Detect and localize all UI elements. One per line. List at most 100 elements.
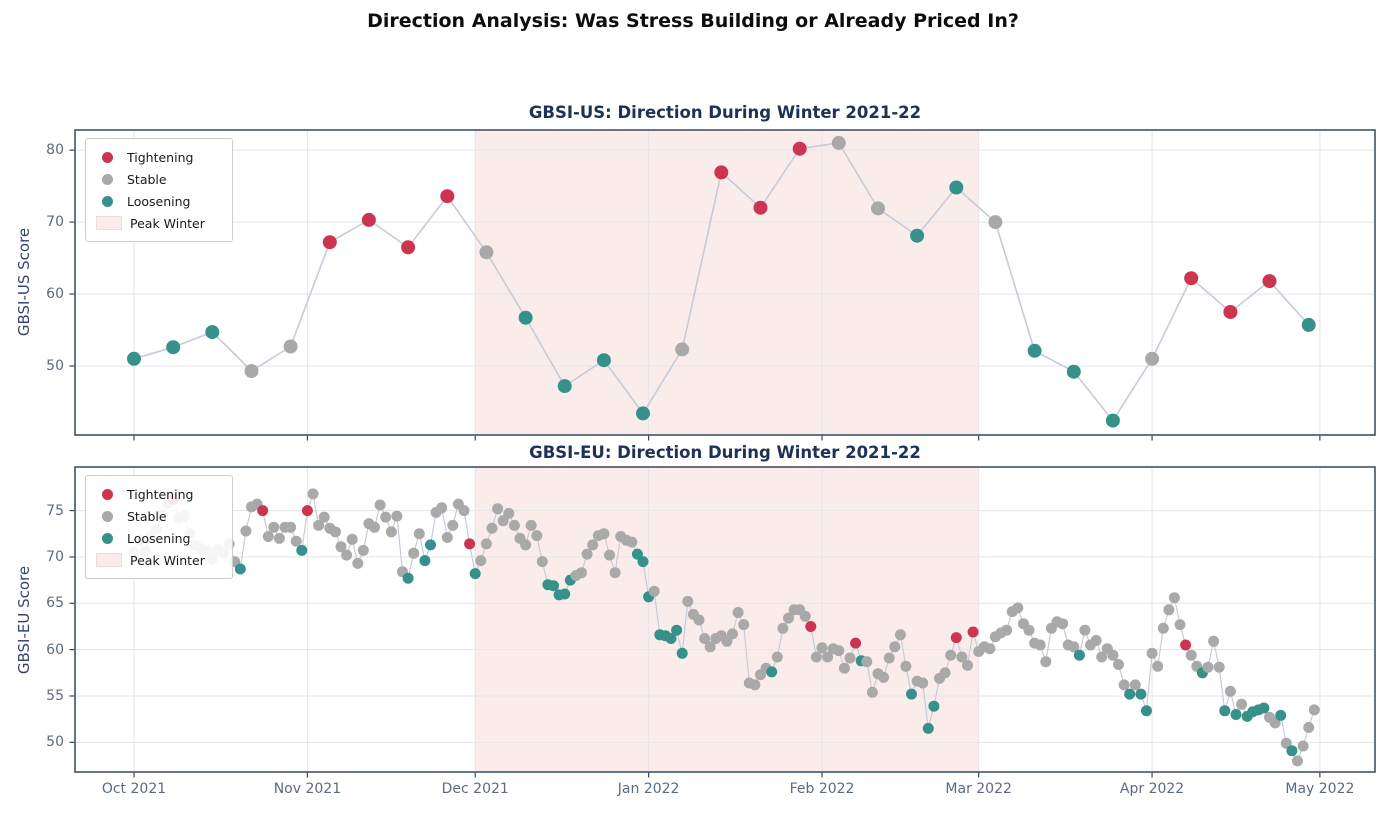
eu-data-point-stable (240, 525, 252, 537)
us-data-point-tightening (322, 235, 337, 250)
main-title: Direction Analysis: Was Stress Building … (367, 10, 1019, 32)
eu-data-point-stable (1297, 740, 1309, 752)
us-data-point-tightening (792, 141, 807, 156)
eu-data-point-stable (1090, 634, 1102, 646)
eu-data-point-stable (520, 539, 532, 551)
eu-data-point-stable (352, 557, 364, 569)
eu-data-point-stable (1152, 660, 1164, 672)
eu-data-point-stable (357, 544, 369, 556)
us-data-point-tightening (753, 200, 768, 215)
eu-data-point-stable (732, 607, 744, 618)
us-data-point-loosening (1027, 343, 1042, 358)
eu-data-point-stable (810, 651, 822, 663)
eu-data-point-loosening (559, 588, 571, 600)
eu-data-point-stable (777, 622, 789, 634)
us-data-point-stable (988, 215, 1003, 230)
x-tick-label: Oct 2021 (101, 781, 167, 797)
legend-item-loosening: Loosening (96, 527, 224, 549)
eu-data-point-stable (699, 633, 711, 644)
eu-data-point-loosening (1073, 649, 1085, 661)
eu-data-point-loosening (928, 700, 940, 712)
eu-data-point-stable (727, 628, 738, 640)
eu-data-point-stable (945, 649, 957, 661)
us-data-point-loosening (636, 406, 650, 421)
legend-item-peak-winter: Peak Winter (96, 549, 224, 571)
x-tick-label: Apr 2022 (1119, 781, 1185, 797)
eu-data-point-stable (1113, 659, 1124, 670)
eu-data-point-stable (273, 532, 285, 544)
us-data-point-stable (871, 201, 885, 216)
eu-data-point-loosening (665, 633, 677, 644)
us-data-point-tightening (440, 189, 455, 204)
eu-data-point-stable (268, 521, 280, 533)
eu-data-point-stable (369, 521, 380, 533)
peak-winter-swatch-icon (96, 216, 122, 230)
eu-data-point-loosening (1141, 705, 1152, 717)
eu-data-point-loosening (1230, 709, 1242, 720)
eu-data-point-stable (1185, 649, 1197, 661)
eu-data-point-stable (536, 556, 548, 568)
us-data-point-loosening (949, 180, 964, 195)
us-y-tick-label: 70 (46, 214, 64, 231)
eu-data-point-stable (413, 528, 425, 540)
eu-data-point-stable (341, 549, 353, 561)
eu-data-point-stable (329, 526, 341, 538)
eu-y-tick-label: 55 (46, 687, 64, 704)
eu-data-point-stable (749, 679, 761, 691)
legend-label: Peak Winter (130, 215, 205, 231)
eu-data-point-stable (889, 641, 901, 653)
loosening-dot-icon (102, 195, 113, 207)
eu-data-point-stable (816, 642, 828, 654)
eu-data-point-stable (1107, 649, 1119, 661)
us-plot-border (74, 129, 1376, 436)
eu-data-point-stable (587, 539, 599, 551)
eu-data-point-tightening (1180, 639, 1192, 651)
eu-data-point-stable (1079, 624, 1091, 636)
eu-data-point-stable (838, 662, 850, 674)
eu-data-point-stable (1157, 622, 1169, 634)
eu-data-point-stable (822, 651, 834, 663)
eu-data-point-stable (576, 567, 587, 579)
legend-item-loosening: Loosening (96, 190, 224, 212)
eu-plot-border (74, 466, 1376, 773)
eu-data-point-stable (492, 503, 504, 515)
eu-data-point-stable (391, 510, 403, 522)
us-data-point-loosening (205, 325, 220, 340)
eu-data-point-stable (833, 645, 845, 657)
eu-data-point-stable (447, 519, 459, 531)
us-data-point-tightening (361, 212, 376, 227)
eu-data-point-stable (531, 530, 543, 542)
eu-data-point-loosening (234, 563, 246, 575)
eu-data-point-stable (1146, 647, 1158, 659)
stable-dot-icon (102, 173, 113, 185)
legend-label: Loosening (127, 530, 191, 546)
us-data-point-tightening (401, 240, 416, 255)
eu-y-tick-label: 75 (46, 502, 64, 519)
eu-data-point-stable (318, 511, 330, 523)
eu-data-point-stable (486, 522, 498, 534)
eu-data-point-stable (1303, 722, 1315, 733)
loosening-dot-icon (102, 532, 113, 544)
peak-winter-swatch-icon (96, 553, 122, 567)
eu-data-point-stable (894, 629, 906, 641)
eu-data-point-stable (844, 652, 856, 664)
x-tick-label: Feb 2022 (789, 781, 855, 797)
eu-data-point-stable (290, 535, 302, 547)
eu-data-point-stable (1168, 592, 1180, 604)
eu-data-point-tightening (850, 637, 862, 649)
legend-item-stable: Stable (96, 505, 224, 527)
legend-item-stable: Stable (96, 168, 224, 190)
us-data-point-tightening (1223, 305, 1238, 319)
eu-data-point-loosening (1124, 688, 1136, 700)
legend-label: Loosening (127, 193, 191, 209)
eu-data-point-stable (1023, 624, 1035, 636)
x-tick-label: Jan 2022 (617, 781, 680, 797)
us-data-point-tightening (714, 165, 729, 180)
us-data-point-stable (1145, 351, 1160, 366)
eu-data-point-stable (307, 488, 319, 500)
eu-data-point-loosening (1275, 709, 1287, 721)
eu-data-point-stable (1012, 602, 1024, 614)
legend-label: Peak Winter (130, 552, 205, 568)
eu-data-point-loosening (922, 722, 934, 734)
eu-data-point-tightening (805, 621, 817, 632)
